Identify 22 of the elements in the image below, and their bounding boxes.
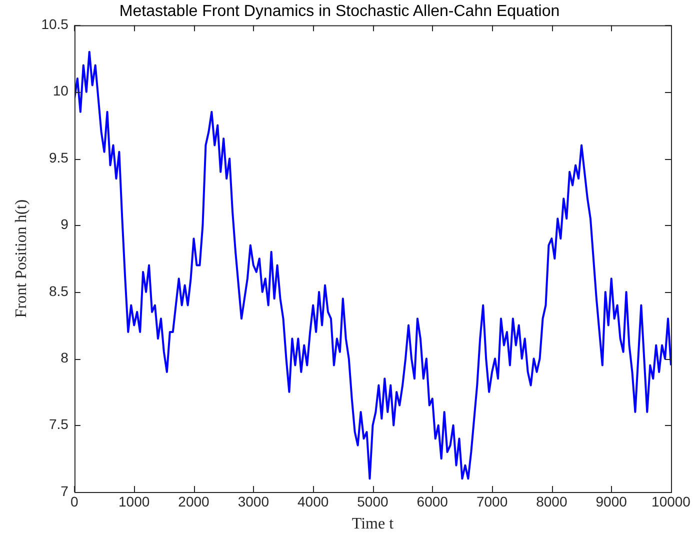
y-tick-label: 8.5 [48, 282, 69, 299]
x-axis-title: Time t [352, 516, 394, 533]
x-tick-label: 8000 [536, 493, 568, 510]
y-tick-label: 9.5 [48, 149, 69, 166]
x-tick-label: 4000 [297, 493, 329, 510]
y-tick-label: 10.5 [41, 16, 69, 32]
x-tick-label: 9000 [596, 493, 628, 510]
x-tick-label: 3000 [238, 493, 270, 510]
chart-title: Metastable Front Dynamics in Stochastic Allen-Cahn Equation [119, 3, 560, 20]
y-tick-label: 10 [52, 82, 69, 99]
y-tick-label: 7 [60, 482, 69, 499]
x-tick-label: 5000 [357, 493, 389, 510]
x-tick-label: 7000 [476, 493, 508, 510]
y-tick-label: 9 [60, 216, 69, 232]
x-tick-label: 1000 [118, 493, 150, 510]
x-tick-label: 6000 [416, 493, 448, 510]
x-tick-label: 10000 [652, 493, 691, 510]
y-axis-title: Front Position h(t) [12, 199, 30, 318]
y-tick-label: 7.5 [48, 416, 69, 432]
x-tick-label: 2000 [178, 493, 210, 510]
y-tick-label: 8 [60, 349, 69, 366]
x-tick-label: 0 [70, 493, 79, 510]
